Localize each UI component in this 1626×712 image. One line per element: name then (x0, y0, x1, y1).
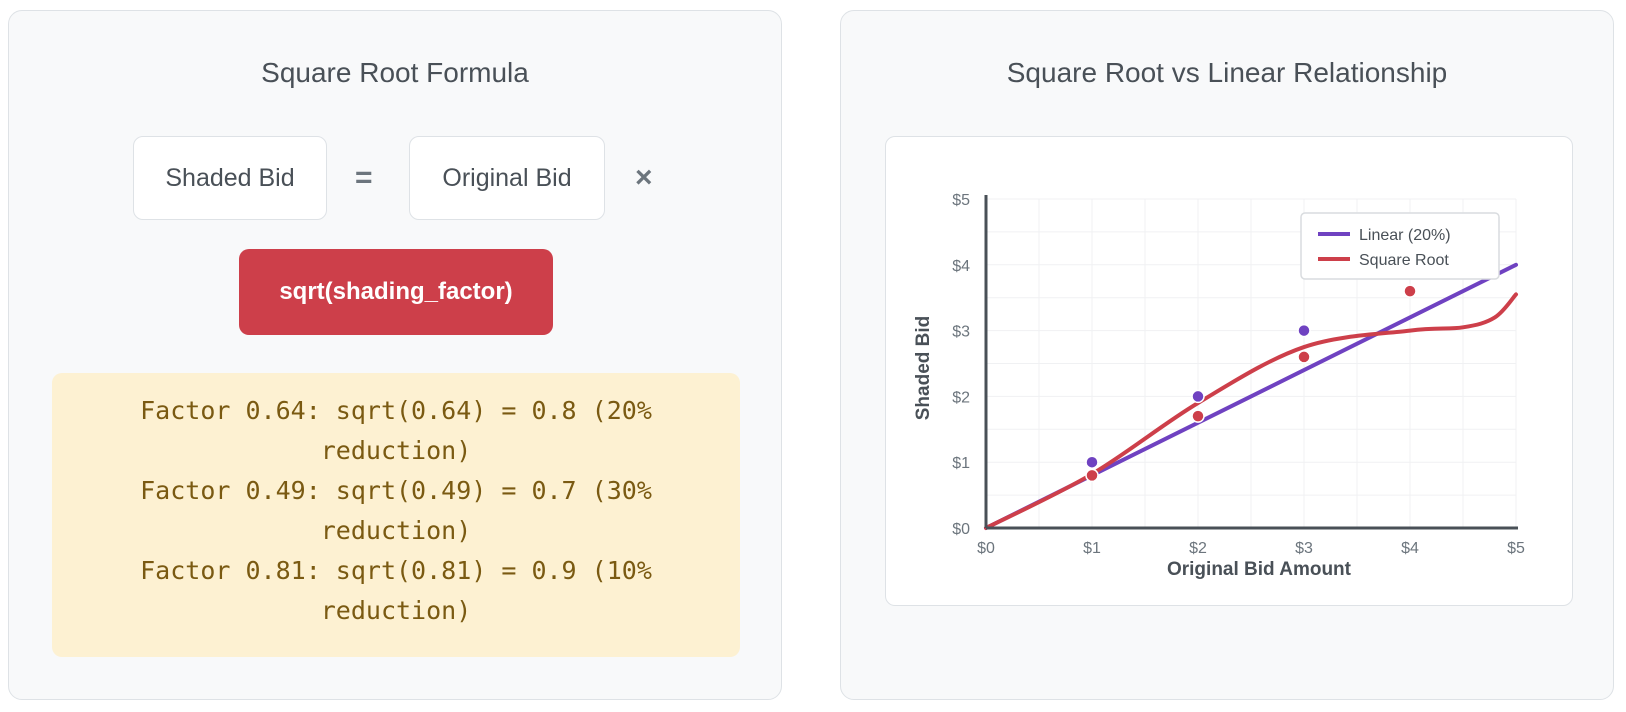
original-bid-box: Original Bid (409, 136, 605, 220)
example-line-cont: reduction) (320, 596, 472, 625)
chart-title: Square Root vs Linear Relationship (1006, 57, 1448, 88)
y-axis-label: Shaded Bid (913, 316, 934, 421)
data-point-square-root (1085, 468, 1099, 483)
y-tick-label: $0 (952, 521, 970, 538)
series-points (1085, 284, 1417, 483)
x-tick-label: $5 (1507, 540, 1525, 557)
example-line-cont: reduction) (320, 436, 472, 465)
formula-panel: Square Root Formula Shaded Bid = Origina… (8, 10, 782, 700)
example-line: Factor 0.49: sqrt(0.49) = 0.7 (30% (140, 476, 652, 505)
x-axis-label: Original Bid Amount (1167, 559, 1352, 580)
axes (984, 195, 1518, 530)
shaded-bid-box: Shaded Bid (133, 136, 327, 220)
example-line-cont: reduction) (320, 516, 472, 545)
example-line: Factor 0.64: sqrt(0.64) = 0.8 (20% (140, 396, 652, 425)
legend: Linear (20%) Square Root (1300, 212, 1500, 280)
y-tick-label: $5 (952, 192, 970, 209)
y-tick-label: $2 (952, 389, 970, 406)
chart-card: $0 $1 $2 $3 $4 $5 $0 $1 $2 $3 $4 $5 Original Bid Am… (885, 136, 1573, 606)
data-point-square-root (1297, 350, 1311, 364)
data-point-square-root (1403, 284, 1417, 298)
x-tick-label: $4 (1401, 540, 1419, 557)
y-tick-label: $4 (952, 258, 970, 275)
examples-box: Factor 0.64: sqrt(0.64) = 0.8 (20% reduc… (52, 373, 740, 657)
legend-label: Square Root (1359, 252, 1449, 269)
data-point-linear (1191, 389, 1205, 404)
sqrt-factor-badge: sqrt(shading_factor) (239, 249, 553, 335)
y-tick-label: $3 (952, 324, 970, 341)
data-point-linear (1297, 323, 1311, 338)
legend-label: Linear (20%) (1359, 227, 1451, 244)
chart-svg: $0 $1 $2 $3 $4 $5 $0 $1 $2 $3 $4 $5 Original Bid Am… (913, 192, 1525, 580)
legend-box (1300, 212, 1500, 280)
x-tick-label: $0 (977, 540, 995, 557)
data-point-square-root (1191, 409, 1205, 423)
chart-panel: Square Root vs Linear Relationship $0 $1 $… (840, 10, 1614, 700)
data-point-linear (1085, 455, 1099, 469)
x-tick-label: $1 (1083, 540, 1101, 557)
formula-title: Square Root Formula (261, 57, 529, 88)
x-tick-label: $2 (1189, 540, 1207, 557)
multiply-icon: × (635, 161, 653, 194)
tick-labels: $0 $1 $2 $3 $4 $5 $0 $1 $2 $3 $4 $5 (952, 192, 1525, 557)
x-tick-label: $3 (1295, 540, 1313, 557)
y-tick-label: $1 (952, 455, 970, 472)
example-line: Factor 0.81: sqrt(0.81) = 0.9 (10% (140, 556, 652, 585)
equals-sign: = (355, 161, 373, 194)
